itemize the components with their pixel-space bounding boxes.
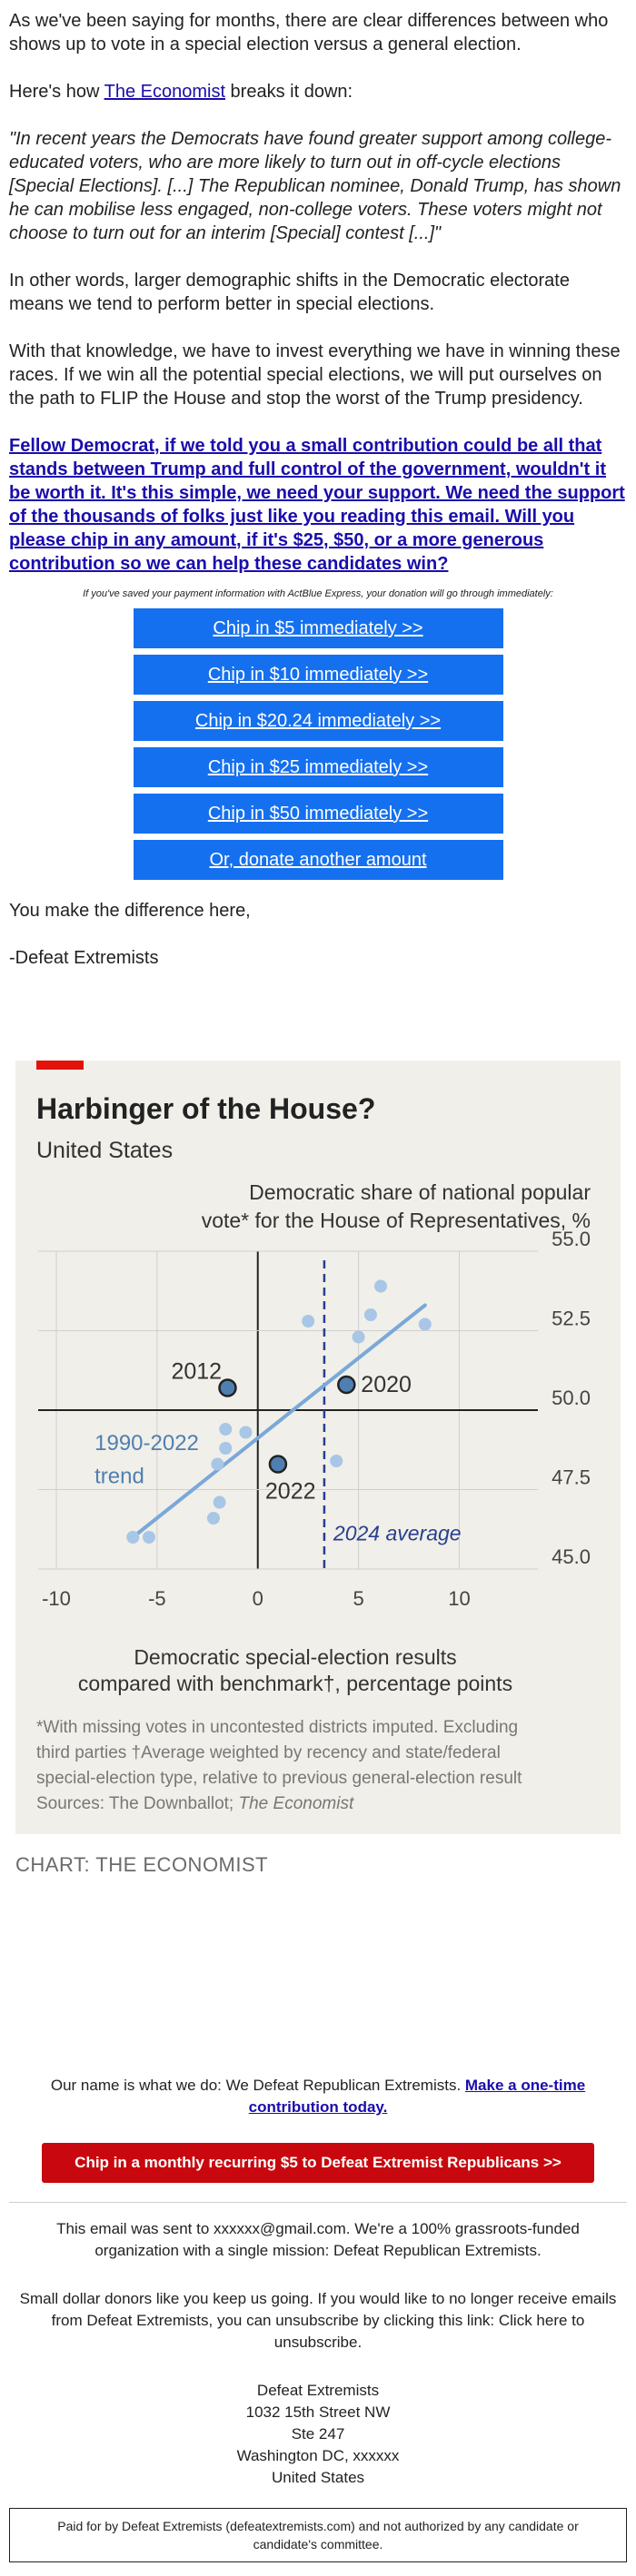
chip-in-20-24-button[interactable]: Chip in $20.24 immediately >> — [133, 701, 503, 741]
economist-quote: "In recent years the Democrats have foun… — [9, 129, 621, 243]
signoff-line: You make the difference here, — [9, 901, 251, 921]
data-point — [418, 1318, 432, 1331]
y-axis-label-line1: Democratic share of national popular — [249, 1180, 591, 1204]
signoff-name: -Defeat Extremists — [9, 948, 159, 968]
chart-sources-italic: The Economist — [239, 1794, 354, 1813]
intro-paragraph-2: Here's how The Economist breaks it down: — [0, 80, 636, 104]
donation-ask-link[interactable]: Fellow Democrat, if we told you a small … — [9, 436, 625, 574]
data-point — [126, 1531, 140, 1544]
address-line: Ste 247 — [291, 2425, 345, 2443]
footer-unsubscribe: Small dollar donors like you keep us goi… — [0, 2288, 636, 2354]
monthly-recurring-button[interactable]: Chip in a monthly recurring $5 to Defeat… — [42, 2143, 594, 2183]
plot-area: -10 -5 0 5 10 55.0 52.5 50.0 47.5 45.0 2024 averag… — [38, 1228, 591, 1610]
y-tick-label: 45.0 — [552, 1545, 591, 1568]
address-line: United States — [271, 2469, 365, 2486]
donation-ask: Fellow Democrat, if we told you a small … — [0, 434, 636, 576]
highlighted-point — [337, 1375, 356, 1395]
chip-in-10-button[interactable]: Chip in $10 immediately >> — [133, 655, 503, 695]
intro-paragraph-1: As we've been saying for months, there a… — [9, 11, 609, 54]
chart-sources-prefix: Sources: The Downballot; — [36, 1794, 239, 1813]
trend-line — [131, 1303, 427, 1539]
y-tick-label: 47.5 — [552, 1466, 591, 1489]
footer-red-button-row: Chip in a monthly recurring $5 to Defeat… — [0, 2143, 636, 2183]
address-line: Washington DC, xxxxxx — [236, 2447, 400, 2464]
footer-intro-text: Our name is what we do: We Defeat Republ… — [0, 2075, 636, 2118]
sent-to-text: This email was sent to xxxxxx@gmail.com.… — [56, 2220, 580, 2259]
chart-footnote-line2: third parties †Average weighted by recen… — [36, 1743, 501, 1762]
highlighted-point-label: 2012 — [171, 1359, 222, 1385]
footer-address: Defeat Extremists 1032 15th Street NW St… — [0, 2380, 636, 2489]
intro-paragraph-3: In other words, larger demographic shift… — [9, 271, 570, 314]
data-point — [219, 1442, 233, 1455]
y-tick-label: 52.5 — [552, 1308, 591, 1330]
data-point — [211, 1457, 224, 1471]
address-line: 1032 15th Street NW — [245, 2403, 391, 2421]
chip-in-25-button[interactable]: Chip in $25 immediately >> — [133, 747, 503, 787]
y-tick-label: 55.0 — [552, 1228, 591, 1250]
intro-p2-before: Here's how — [9, 82, 104, 102]
data-point — [143, 1531, 155, 1544]
x-tick-label: -10 — [42, 1587, 71, 1610]
chart-title: Harbinger of the House? — [36, 1092, 375, 1125]
chart-credit: CHART: THE ECONOMIST — [15, 1853, 269, 1876]
paid-for-disclaimer: Paid for by Defeat Extremists (defeatext… — [9, 2508, 627, 2562]
highlighted-point-label: 2020 — [361, 1372, 412, 1397]
data-point — [219, 1423, 233, 1436]
donation-buttons: Chip in $5 immediately >> Chip in $10 im… — [0, 608, 636, 886]
x-tick-label: 0 — [253, 1587, 263, 1610]
data-point — [330, 1455, 343, 1467]
data-point — [239, 1426, 253, 1439]
trend-label-line1: 1990-2022 — [94, 1431, 199, 1456]
intro-p2-after: breaks it down: — [225, 82, 353, 102]
x-tick-label: 5 — [353, 1587, 363, 1610]
footer-intro: Our name is what we do: We Defeat Republ… — [0, 2075, 636, 2118]
highlighted-point — [218, 1378, 237, 1397]
average-2024-label: 2024 average — [333, 1522, 462, 1545]
chart-footnote-line3: special-election type, relative to previ… — [36, 1769, 522, 1788]
chart-svg: Harbinger of the House? United States De… — [15, 1061, 621, 1834]
chip-in-5-button[interactable]: Chip in $5 immediately >> — [133, 608, 503, 648]
economist-link[interactable]: The Economist — [104, 82, 225, 102]
unsubscribe-text[interactable]: Small dollar donors like you keep us goi… — [19, 2290, 617, 2351]
x-axis-label-line2: compared with benchmark†, percentage poi… — [78, 1672, 512, 1695]
chip-in-50-button[interactable]: Chip in $50 immediately >> — [133, 794, 503, 834]
y-axis-label-line2: vote* for the House of Representatives, … — [202, 1209, 591, 1232]
highlighted-point — [268, 1455, 288, 1474]
donate-other-amount-button[interactable]: Or, donate another amount — [133, 840, 503, 880]
data-point — [213, 1495, 226, 1509]
one-time-contribution-link[interactable]: Make a one-time contribution today. — [248, 2077, 586, 2116]
data-point — [363, 1308, 377, 1321]
footer-sent-to: This email was sent to xxxxxx@gmail.com.… — [0, 2218, 636, 2262]
chart-footnote-line1: *With missing votes in uncontested distr… — [36, 1718, 518, 1737]
highlighted-point-label: 2022 — [265, 1479, 316, 1505]
data-point — [352, 1330, 365, 1344]
y-tick-label: 50.0 — [552, 1387, 591, 1409]
x-tick-label: -5 — [148, 1587, 166, 1610]
address-line: Defeat Extremists — [256, 2382, 380, 2399]
chart-subtitle: United States — [36, 1138, 173, 1163]
intro-paragraph-4: With that knowledge, we have to invest e… — [9, 341, 621, 409]
trend-label-line2: trend — [94, 1465, 144, 1489]
data-point — [374, 1279, 387, 1293]
chart-sources: Sources: The Downballot; The Economist — [36, 1794, 354, 1813]
economist-chart: Harbinger of the House? United States De… — [15, 1061, 621, 1834]
x-axis-label-line1: Democratic special-election results — [134, 1645, 456, 1669]
footer-divider — [9, 2202, 627, 2203]
email-body: As we've been saying for months, there a… — [0, 0, 636, 993]
x-tick-label: 10 — [448, 1587, 470, 1610]
chart-background — [15, 1061, 621, 1834]
footer-intro-span: Our name is what we do: We Defeat Republ… — [50, 2077, 465, 2094]
data-point — [302, 1315, 315, 1327]
actblue-note: If you've saved your payment information… — [83, 588, 553, 599]
data-point — [206, 1512, 220, 1525]
economist-red-tag — [36, 1061, 84, 1070]
